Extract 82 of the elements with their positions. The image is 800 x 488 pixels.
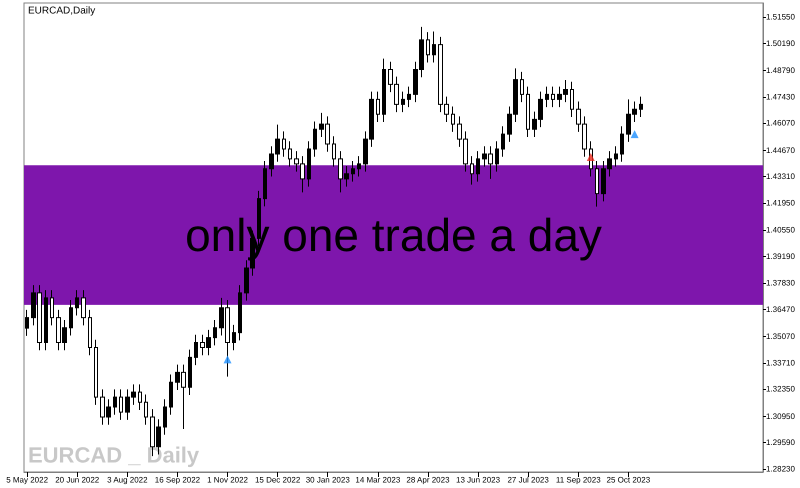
candlestick (50, 290, 54, 326)
candlestick (639, 96, 643, 118)
x-tick-label: 5 May 2022 (6, 476, 49, 484)
y-tick-label: 1.29590 (766, 438, 796, 448)
candlestick (113, 388, 117, 416)
candlestick (426, 32, 430, 64)
candlestick (401, 91, 405, 113)
candlestick (570, 81, 574, 118)
y-tick-label: 1.47430 (766, 92, 796, 102)
y-tick-label: 1.32350 (766, 384, 796, 394)
y-tick-label: 1.36470 (766, 304, 796, 314)
x-tick-label: 14 Mar 2023 (355, 476, 401, 484)
y-tick-label: 1.41950 (766, 198, 796, 208)
candlestick (620, 126, 624, 162)
x-tick-label: 20 Jun 2022 (55, 476, 100, 484)
y-tick-label: 1.48790 (766, 66, 796, 75)
candlestick (351, 160, 355, 182)
candlestick (88, 309, 92, 356)
candlestick (25, 309, 29, 336)
candlestick (138, 384, 142, 410)
x-tick-label: 16 Sep 2022 (154, 476, 201, 484)
x-tick-label: 3 Aug 2022 (107, 476, 148, 484)
x-tick-label: 15 Dec 2022 (254, 476, 301, 484)
candlestick (44, 290, 48, 351)
x-tick-label: 1 Nov 2022 (207, 476, 249, 484)
y-tick-label: 1.43310 (766, 172, 796, 182)
candlestick (551, 86, 555, 108)
candlestick (501, 126, 505, 158)
y-tick-label: 1.50190 (766, 38, 796, 48)
point (586, 152, 595, 161)
candlestick (376, 91, 380, 123)
candlestick (313, 120, 317, 158)
candlestick (545, 86, 549, 108)
y-tick-label: 1.37830 (766, 278, 796, 288)
y-tick-label: 1.28230 (766, 464, 796, 474)
candlestick (232, 324, 236, 351)
candlestick (495, 140, 499, 172)
candlestick (451, 106, 455, 132)
x-tick-label: 25 Oct 2023 (606, 476, 651, 484)
y-tick-label: 1.30950 (766, 412, 796, 421)
candlestick (238, 284, 242, 341)
candlestick (263, 160, 267, 207)
candlestick (194, 334, 198, 366)
candlestick (144, 394, 148, 426)
candlestick (75, 290, 79, 316)
y-tick-label: 1.35070 (766, 332, 796, 341)
x-tick-label: 27 Jul 2023 (507, 476, 550, 484)
candlestick (307, 140, 311, 188)
candlestick (288, 140, 292, 168)
candlestick (94, 339, 98, 406)
candlestick (470, 156, 474, 186)
candlestick (169, 374, 173, 416)
candlestick (595, 160, 599, 208)
candlestick (213, 319, 217, 346)
candlestick (69, 300, 73, 336)
y-tick-label: 1.46070 (766, 118, 796, 128)
point (630, 130, 639, 138)
candlestick (476, 150, 480, 182)
x-tick-label: 11 Sep 2023 (556, 476, 602, 484)
candlestick (188, 349, 192, 396)
x-tick-label: 28 Apr 2023 (406, 476, 450, 484)
y-tick-label: 1.39190 (766, 252, 796, 262)
candlestick (357, 156, 361, 178)
point (224, 355, 232, 364)
x-tick-label: 30 Jan 2023 (306, 476, 350, 484)
candlestick (407, 86, 411, 108)
candlestick (432, 31, 436, 64)
candlestick (382, 58, 386, 123)
y-tick-label: 1.51550 (766, 12, 796, 22)
y-tick-label: 1.44670 (766, 146, 796, 155)
y-tick-label: 1.33710 (766, 358, 796, 368)
candlestick (614, 146, 618, 168)
candlestick (520, 71, 524, 103)
candlestick (119, 388, 123, 420)
candlestick (282, 130, 286, 158)
chart-title: EURCAD,Daily (28, 6, 96, 16)
candlestick (526, 86, 530, 138)
x-tick-label: 13 Jun 2023 (456, 476, 501, 484)
y-tick-label: 1.40550 (766, 226, 796, 235)
candlestick (163, 398, 167, 436)
candlestick (332, 136, 336, 168)
candlestick (81, 290, 86, 326)
